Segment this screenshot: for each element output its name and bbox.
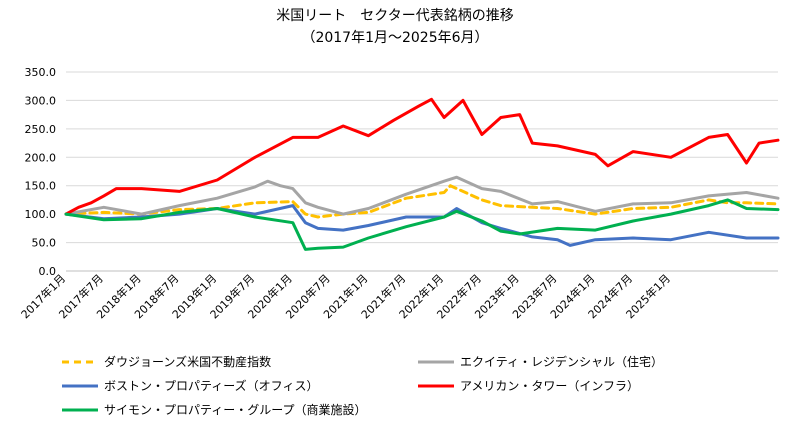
legend-label: アメリカン・タワー（インフラ） bbox=[460, 379, 639, 393]
y-tick-label: 100.0 bbox=[25, 208, 57, 221]
series-line-5 bbox=[64, 198, 780, 251]
y-tick-label: 200.0 bbox=[25, 151, 57, 164]
y-tick-label: 150.0 bbox=[25, 180, 57, 193]
legend: ダウジョーンズ米国不動産指数 エクイティ・レジデンシャル（住宅） ボストン・プロパテ… bbox=[62, 354, 663, 417]
legend-label: ダウジョーンズ米国不動産指数 bbox=[104, 354, 271, 369]
y-tick-label: 0.0 bbox=[39, 265, 57, 278]
legend-label: ボストン・プロパティーズ（オフィス） bbox=[104, 378, 318, 393]
y-tick-label: 350.0 bbox=[25, 66, 57, 79]
y-tick-label: 300.0 bbox=[25, 94, 57, 107]
x-axis: 2017年1月2017年7月2018年1月2018年7月2019年1月2019年… bbox=[18, 271, 673, 321]
legend-label: サイモン・プロパティー・グループ（商業施設） bbox=[104, 402, 367, 417]
legend-label: エクイティ・レジデンシャル（住宅） bbox=[460, 354, 663, 369]
y-tick-label: 250.0 bbox=[25, 123, 57, 136]
chart-subtitle: （2017年1月～2025年6月） bbox=[301, 30, 488, 46]
y-axis: 0.0 50.0 100.0 150.0 200.0 250.0 300.0 350.0 bbox=[25, 66, 57, 278]
series-lines bbox=[64, 97, 780, 251]
y-tick-label: 50.0 bbox=[32, 237, 57, 250]
series-line-2 bbox=[64, 175, 780, 216]
series-line-3 bbox=[64, 204, 780, 247]
chart-title: 米国リート セクター代表銘柄の推移 bbox=[276, 8, 513, 24]
series-line-4 bbox=[64, 97, 780, 216]
